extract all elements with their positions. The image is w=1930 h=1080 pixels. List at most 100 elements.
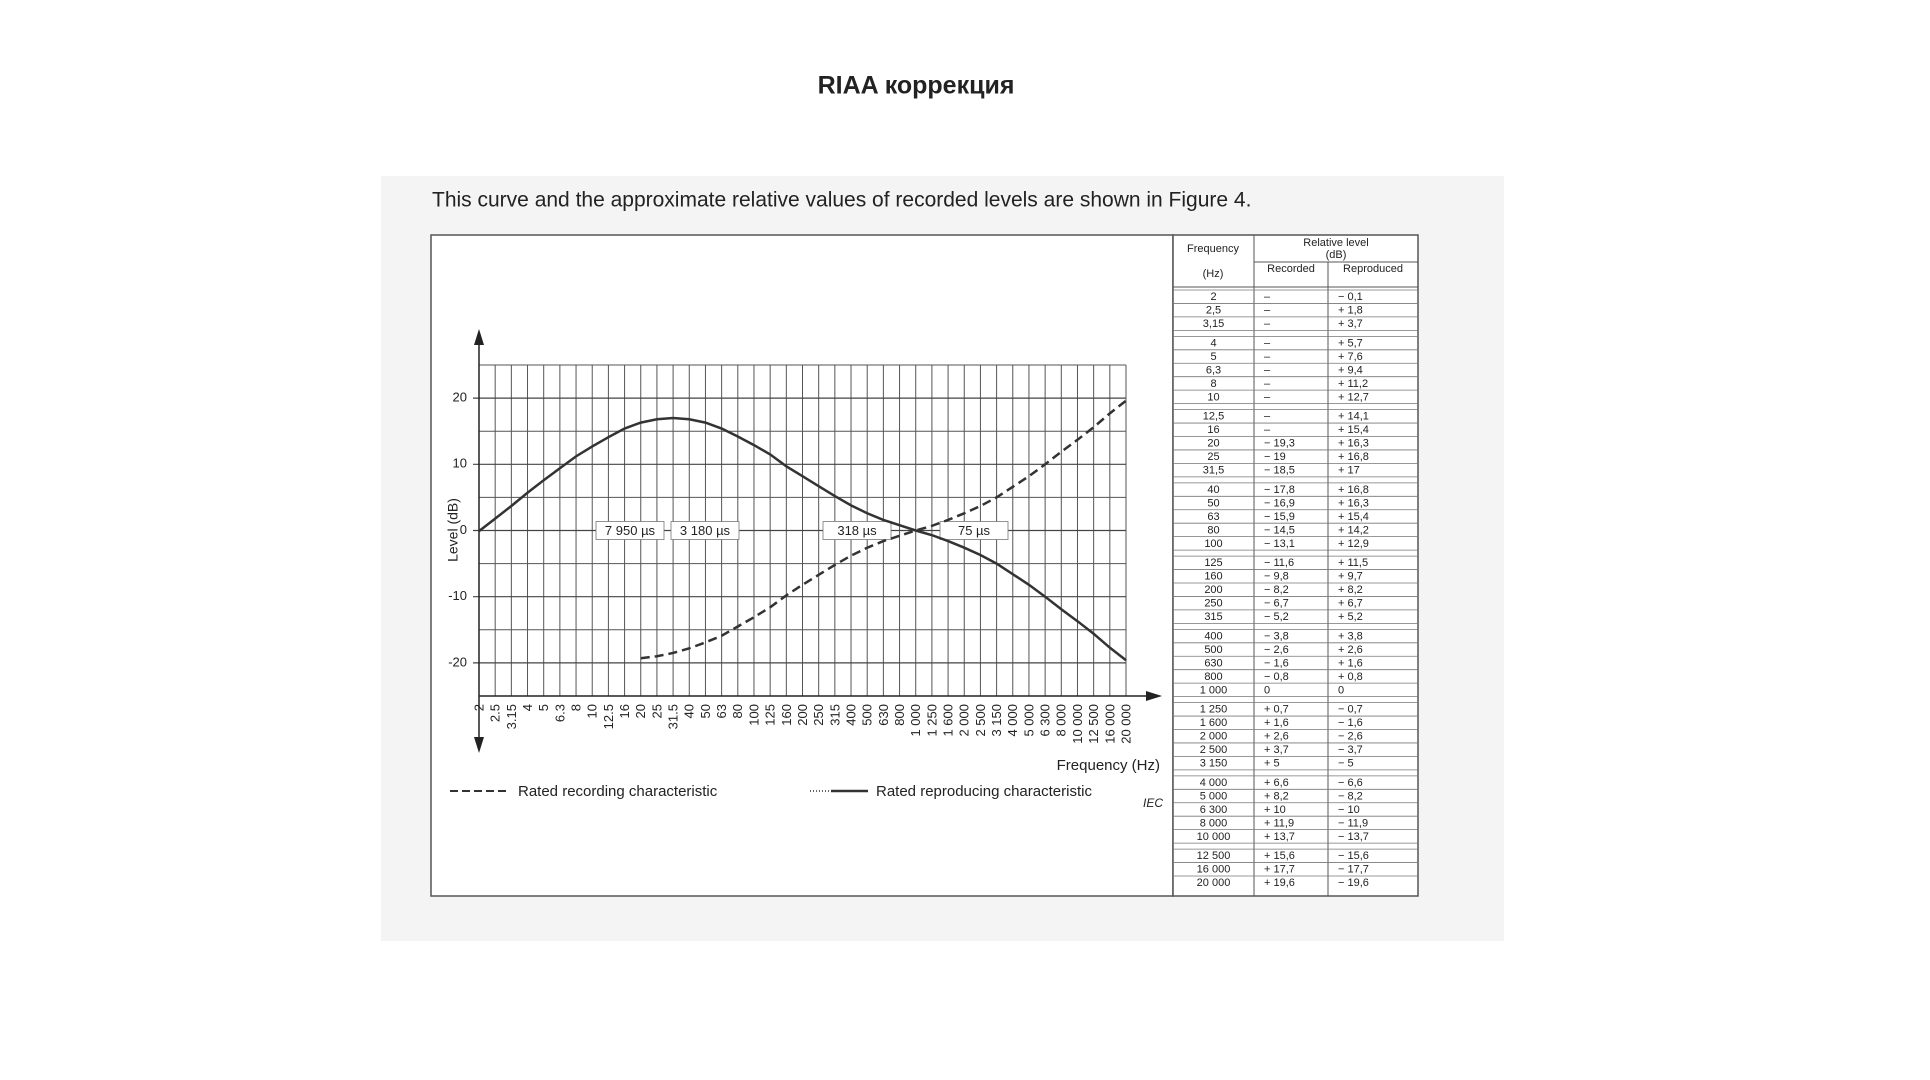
x-tick-label: 10 [585,704,600,718]
table-cell: + 14,1 [1338,411,1369,423]
table-cell: – [1264,305,1271,317]
x-tick-label: 2 [471,704,486,711]
table-cell: + 10 [1264,804,1286,816]
x-tick-label: 5 [536,704,551,711]
table-cell: – [1264,291,1271,303]
table-cell: + 11,2 [1338,378,1368,390]
table-cell: − 5,2 [1264,611,1289,623]
x-tick-label: 200 [795,704,810,726]
legend-label: Rated reproducing characteristic [876,783,1092,800]
table-cell: – [1264,364,1271,376]
series-line [640,399,1127,660]
x-tick-label: 6 300 [1038,704,1053,737]
table-cell: 200 [1204,584,1222,596]
table-cell: 20 [1207,438,1219,450]
table-cell: 25 [1207,451,1219,463]
table-cell: − 18,5 [1264,465,1295,477]
table-cell: + 14,2 [1338,524,1369,536]
axis-arrow [474,737,484,753]
annotation: 7 950 µs [605,523,656,538]
table-cell: 500 [1204,644,1222,656]
table-cell: 80 [1207,524,1219,536]
table-cell: − 8,2 [1264,584,1289,596]
table-cell: + 7,6 [1338,351,1363,363]
table-cell: − 0,8 [1264,671,1289,683]
table-cell: 3,15 [1203,318,1224,330]
table-cell: 630 [1204,657,1222,669]
x-tick-label: 100 [746,704,761,726]
series-line [478,416,1127,662]
table-cell: 160 [1204,571,1222,583]
table-cell: 2 [1210,291,1216,303]
table-cell: + 5 [1264,758,1280,770]
table-cell: 1 250 [1200,704,1228,716]
table-cell: + 13,7 [1264,831,1295,843]
x-tick-label: 25 [649,704,664,718]
table-cell: + 1,6 [1338,657,1363,669]
slide-title: RIAA коррекция [818,72,1015,100]
x-tick-label: 160 [779,704,794,726]
legend-label: Rated recording characteristic [518,783,718,800]
x-tick-label: 4 [520,704,535,711]
table-cell: 2 500 [1200,744,1228,756]
x-tick-label: 2 500 [973,704,988,737]
table-cell: − 15,9 [1264,511,1295,523]
x-tick-label: 400 [843,704,858,726]
table-cell: + 16,3 [1338,497,1369,509]
table-cell: + 17 [1338,465,1360,477]
x-tick-label: 1 000 [908,704,923,737]
table-cell: + 0,7 [1264,704,1289,716]
table-cell: 400 [1204,630,1222,642]
table-cell: + 11,9 [1264,817,1294,829]
table-cell: + 8,2 [1338,584,1363,596]
x-tick-label: 3 150 [989,704,1004,737]
table-cell: − 19 [1264,451,1286,463]
table-cell: + 15,4 [1338,511,1369,523]
table-cell: 6 300 [1200,804,1228,816]
table-cell: 20 000 [1197,877,1231,889]
axis-arrow [1146,691,1162,701]
x-tick-label: 31.5 [666,704,681,729]
y-tick-label: -10 [448,588,467,603]
table-cell: − 17,7 [1338,864,1369,876]
table-cell: − 10 [1338,804,1360,816]
x-tick-label: 63 [714,704,729,718]
table-cell: 0 [1338,684,1344,696]
table-cell: – [1264,351,1271,363]
table-header: Frequency [1187,243,1239,255]
table-cell: − 5 [1338,758,1354,770]
x-tick-label: 10 000 [1070,704,1085,744]
y-tick-label: 20 [453,390,467,405]
x-tick-label: 20 [633,704,648,718]
x-tick-label: 800 [892,704,907,726]
y-tick-label: -20 [448,654,467,669]
annotation: 318 µs [837,523,877,538]
annotation: 75 µs [958,523,991,538]
table-cell: − 16,9 [1264,497,1295,509]
x-tick-label: 5 000 [1021,704,1036,737]
x-tick-label: 315 [827,704,842,726]
table-header: (Hz) [1203,268,1224,280]
table-cell: + 12,9 [1338,538,1369,550]
table-cell: – [1264,337,1271,349]
x-tick-label: 8 000 [1054,704,1069,737]
x-tick-label: 500 [860,704,875,726]
table-cell: − 3,7 [1338,744,1363,756]
table-cell: + 17,7 [1264,864,1295,876]
x-tick-label: 2 000 [957,704,972,737]
axis-arrow [474,329,484,345]
x-tick-label: 80 [730,704,745,718]
table-header: Relative level [1303,237,1368,249]
table-cell: 4 [1210,337,1216,349]
table-cell: 31,5 [1203,465,1224,477]
x-tick-label: 125 [763,704,778,726]
table-cell: + 8,2 [1264,790,1289,802]
table-cell: + 16,8 [1338,484,1369,496]
table-cell: 2 000 [1200,731,1228,743]
table-cell: − 11,6 [1264,557,1294,569]
table-cell: − 9,8 [1264,571,1289,583]
x-tick-label: 3.15 [504,704,519,729]
table-cell: − 6,7 [1264,598,1289,610]
x-tick-label: 20 000 [1118,704,1133,744]
